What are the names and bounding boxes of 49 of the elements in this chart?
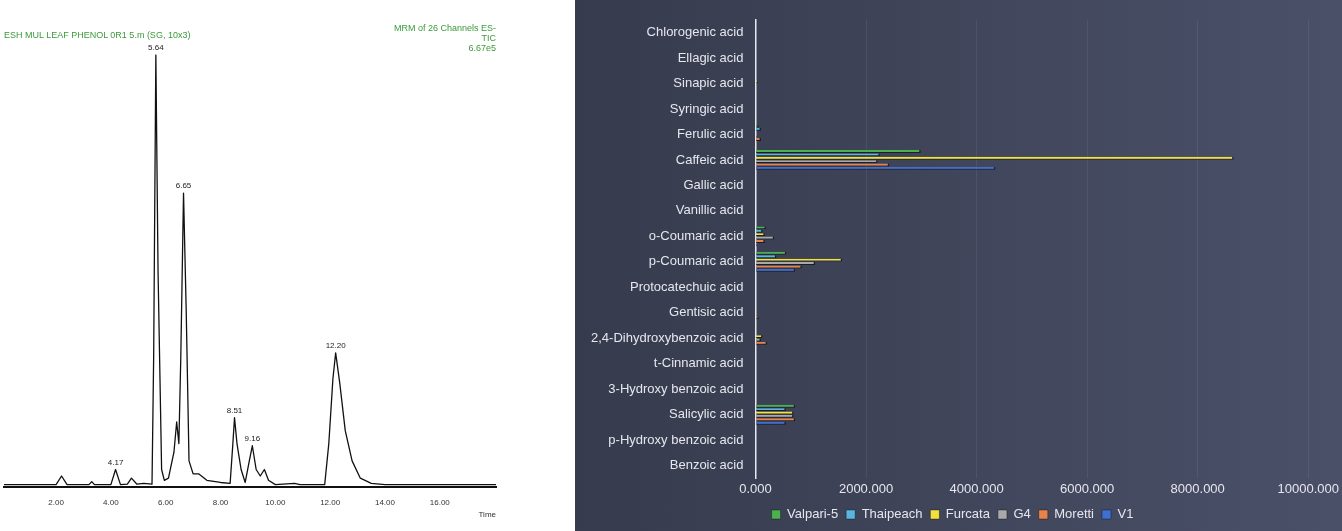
x-tick-label: 0.000: [739, 480, 772, 496]
x-tick-label: 6.00: [157, 497, 175, 507]
y-tick-label: Ferulic acid: [677, 126, 744, 142]
legend-label: Thaipeach: [861, 506, 923, 522]
y-tick-label: p-Hydroxy benzoic acid: [608, 431, 744, 447]
annotation: 6.65: [175, 181, 192, 191]
legend-label: Moretti: [1054, 506, 1095, 522]
x-axis-title: Time: [478, 510, 497, 520]
x-tick-label: 14.00: [374, 497, 396, 507]
legend-label: Furcata: [945, 506, 991, 522]
x-tick-label: 4.00: [103, 497, 120, 507]
y-tick-label: Salicylic acid: [669, 406, 744, 422]
y-tick-label: Caffeic acid: [675, 151, 744, 167]
x-tick-label: 8.00: [212, 497, 229, 507]
y-tick-label: Gentisic acid: [669, 304, 744, 320]
annotation: 9.16: [244, 433, 261, 443]
x-tick-label: 4000.000: [949, 480, 1004, 496]
x-tick-label: 2000.000: [838, 480, 894, 496]
y-tick-label: p-Coumaric acid: [648, 253, 744, 269]
y-tick-label: 3-Hydroxy benzoic acid: [608, 380, 744, 396]
y-tick-label: Sinapic acid: [673, 75, 744, 91]
x-tick-label: 8000.000: [1170, 480, 1225, 496]
y-tick-label: Syringic acid: [669, 100, 744, 116]
text: MRM of 26 Channels ES-: [393, 22, 496, 33]
x-tick-label: 6000.000: [1060, 480, 1115, 496]
legend-label: G4: [1013, 506, 1031, 522]
chart-title: ESH MUL LEAF PHENOL 0R1 5.m (SG, 10x3): [4, 29, 191, 40]
x-tick-label: 12.00: [320, 497, 341, 507]
annotation: 12.20: [325, 341, 347, 351]
y-tick-label: 2,4-Dihydroxybenzoic acid: [591, 329, 744, 345]
y-tick-label: Gallic acid: [683, 176, 744, 192]
y-tick-label: t-Cinnamic acid: [653, 355, 744, 371]
y-tick-label: Protocatechuic acid: [630, 278, 744, 294]
x-tick-label: 2.00: [48, 497, 65, 507]
y-tick-label: o-Coumaric acid: [648, 227, 744, 243]
x-tick-label: 10000.000: [1277, 480, 1339, 496]
text: 6.67e5: [468, 42, 496, 53]
x-tick-label: 10.00: [265, 497, 286, 507]
legend-label: V1: [1117, 506, 1134, 522]
annotation: 8.51: [226, 405, 243, 415]
x-tick-label: 16.00: [429, 497, 451, 507]
y-tick-label: Benzoic acid: [669, 457, 744, 473]
y-tick-label: Chlorogenic acid: [646, 24, 744, 40]
annotation: 4.17: [107, 457, 124, 467]
y-tick-label: Ellagic acid: [677, 49, 744, 65]
text: TIC: [481, 32, 497, 43]
y-tick-label: Vanillic acid: [675, 202, 744, 218]
legend-label: Valpari-5: [787, 506, 839, 522]
annotation: 5.64: [148, 43, 165, 52]
